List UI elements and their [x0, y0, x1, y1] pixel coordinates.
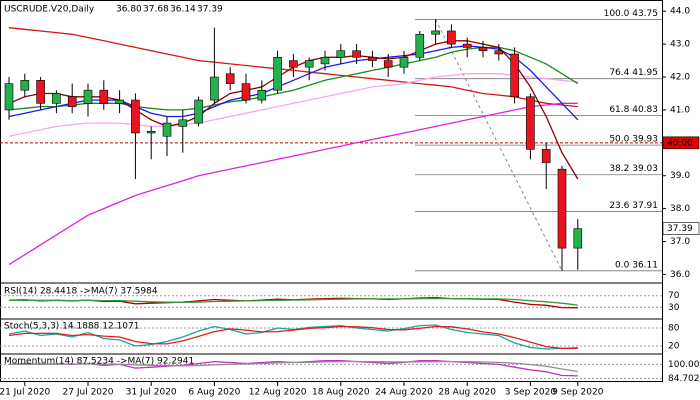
candle-body [526, 96, 535, 150]
candle-body [4, 83, 14, 111]
trend-line [435, 19, 563, 272]
candle-body [115, 99, 124, 104]
y-tick-label: 100.0000 [668, 360, 700, 370]
y-tick-label: 20 [668, 342, 680, 352]
ohlc-value: 36.80 [116, 5, 142, 15]
candle-body [510, 53, 519, 98]
candle-body [131, 99, 140, 134]
candle-body [67, 96, 77, 107]
indicator-line [8, 73, 578, 137]
candle-body [225, 73, 235, 84]
candle-body [83, 89, 93, 104]
ohlc-value: 36.14 [170, 5, 196, 15]
y-tick-label: 38.0 [670, 204, 690, 214]
candle-body [36, 80, 45, 104]
y-tick-label: 39.0 [670, 171, 690, 181]
candle-body [352, 50, 361, 58]
candle-body [52, 93, 61, 104]
indicator-line [9, 360, 578, 373]
fib-label: 61.8 40.83 [609, 105, 658, 115]
candle-body [146, 131, 156, 134]
candle-body [557, 168, 567, 249]
indicator-line [9, 297, 578, 306]
fib-label: 100.0 43.75 [604, 9, 658, 19]
y-tick-label: 30 [668, 303, 680, 313]
candle-body [99, 89, 109, 104]
indicator-line [8, 102, 578, 266]
indicator-line [8, 325, 578, 350]
x-tick-label: 12 Aug 2020 [249, 388, 307, 398]
x-tick-label: 9 Sep 2020 [552, 388, 604, 398]
x-tick-label: 18 Aug 2020 [312, 388, 370, 398]
candle-body [320, 56, 330, 65]
candle-body [194, 99, 203, 124]
panel-title: Momentum(14) 87.5234 ->MA(7) 92.2941 [4, 357, 194, 367]
candle-body [368, 56, 377, 61]
y-tick-label: 37.0 [670, 237, 690, 247]
price-marker-label: 40.00 [667, 138, 693, 148]
x-tick-label: 3 Sep 2020 [505, 388, 557, 398]
candle-body [257, 89, 267, 101]
x-tick-label: 27 Jul 2020 [63, 388, 114, 398]
candle-body [541, 149, 551, 163]
y-tick-label: 41.0 [670, 105, 690, 115]
y-tick-label: 44.0 [670, 7, 690, 17]
ohlc-value: 37.39 [197, 5, 223, 15]
chart-title: USCRUDE.V20,Daily [4, 5, 95, 15]
candle-body [431, 30, 440, 35]
panel-title: Stoch(5,3,3) 14.1888 12.1071 [4, 322, 139, 332]
x-tick-label: 28 Aug 2020 [438, 388, 496, 398]
y-tick-label: 43.0 [670, 40, 690, 50]
price-marker [662, 136, 700, 150]
x-tick-label: 21 Jul 2020 [0, 388, 51, 398]
candle-body [289, 60, 298, 68]
candle-body [573, 228, 583, 249]
y-tick-label: 42.0 [670, 73, 690, 83]
y-tick-label: 36.0 [670, 270, 690, 280]
candle-body [447, 30, 456, 45]
candle-body [20, 80, 30, 91]
y-tick-label: 84.7029 [668, 374, 700, 384]
panel-title: RSI(14) 28.4418 ->MA(7) 37.5984 [4, 287, 158, 297]
candle-body [336, 50, 346, 58]
candle-body [383, 60, 393, 68]
y-tick-label: 80 [668, 324, 680, 334]
candle-body [241, 83, 251, 101]
fib-label: 50.0 39.93 [609, 135, 658, 145]
fib-label: 23.6 37.91 [609, 201, 658, 211]
candle-body [178, 119, 188, 127]
fib-label: 38.2 39.03 [609, 164, 658, 174]
candle-body [478, 47, 488, 52]
candle-body [399, 56, 409, 68]
price-marker [662, 222, 700, 235]
ohlc-value: 37.68 [143, 5, 169, 15]
candle-body [304, 60, 314, 68]
candle-body [415, 33, 425, 58]
fib-label: 76.4 41.95 [609, 68, 658, 78]
price-marker-label: 37.39 [667, 224, 693, 234]
plot-frame [0, 0, 663, 382]
y-tick-label: 70 [668, 291, 680, 301]
candle-body [162, 122, 172, 137]
x-tick-label: 31 Jul 2020 [126, 388, 177, 398]
candle-body [210, 76, 219, 101]
candle-body [273, 56, 282, 91]
x-tick-label: 24 Aug 2020 [375, 388, 433, 398]
candle-body [462, 43, 472, 48]
fib-label: 0.0 36.11 [615, 260, 658, 270]
candle-body [494, 50, 504, 55]
x-tick-label: 6 Aug 2020 [188, 388, 240, 398]
